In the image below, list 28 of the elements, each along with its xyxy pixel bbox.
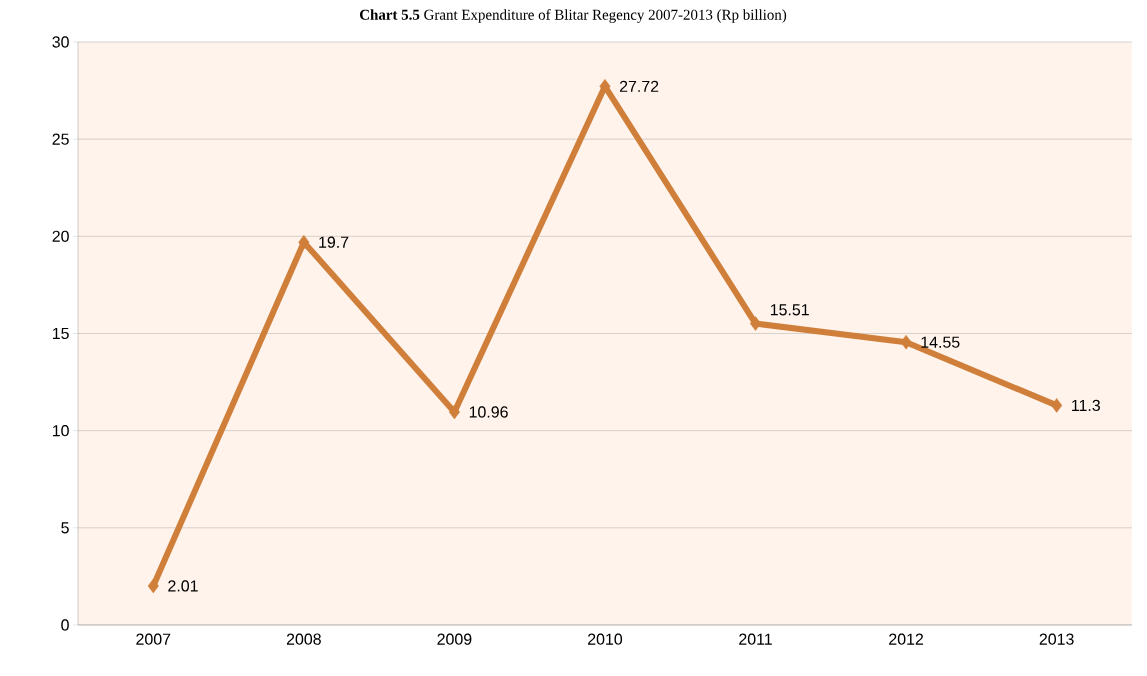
x-tick-label: 2010 bbox=[588, 633, 623, 645]
x-tick-label: 2013 bbox=[1039, 633, 1074, 645]
y-tick-label: 30 bbox=[52, 36, 69, 48]
point bbox=[599, 79, 611, 94]
data-label: 14.55 bbox=[921, 336, 960, 348]
y-tick-label: 25 bbox=[52, 133, 69, 145]
x-tick-label: 2012 bbox=[889, 633, 924, 645]
data-label: 10.96 bbox=[469, 406, 508, 418]
y-tick-label: 20 bbox=[52, 230, 69, 242]
point bbox=[448, 404, 460, 420]
chart-title: Chart 5.5 Grant Expenditure of Blitar Regency 2007-2013 (Rp billion) bbox=[360, 9, 787, 23]
data-label: 19.7 bbox=[319, 236, 349, 248]
x-tick-label: 2011 bbox=[739, 633, 772, 645]
y-tick-label: 15 bbox=[52, 327, 69, 340]
x-tick-label: 2009 bbox=[437, 633, 472, 645]
point bbox=[1051, 398, 1063, 413]
point bbox=[147, 578, 159, 594]
point bbox=[298, 234, 310, 250]
data-label: 11.3 bbox=[1072, 399, 1100, 412]
y-tick-label: 0 bbox=[61, 619, 69, 631]
data-label: 15.51 bbox=[770, 304, 809, 316]
data-label: 27.72 bbox=[619, 80, 659, 92]
y-tick-label: 5 bbox=[61, 522, 69, 534]
y-tick-label: 10 bbox=[52, 425, 69, 437]
x-tick-label: 2008 bbox=[286, 633, 321, 645]
data-label: 2.01 bbox=[168, 580, 198, 592]
point bbox=[900, 334, 912, 350]
x-tick-label: 2007 bbox=[136, 633, 171, 645]
